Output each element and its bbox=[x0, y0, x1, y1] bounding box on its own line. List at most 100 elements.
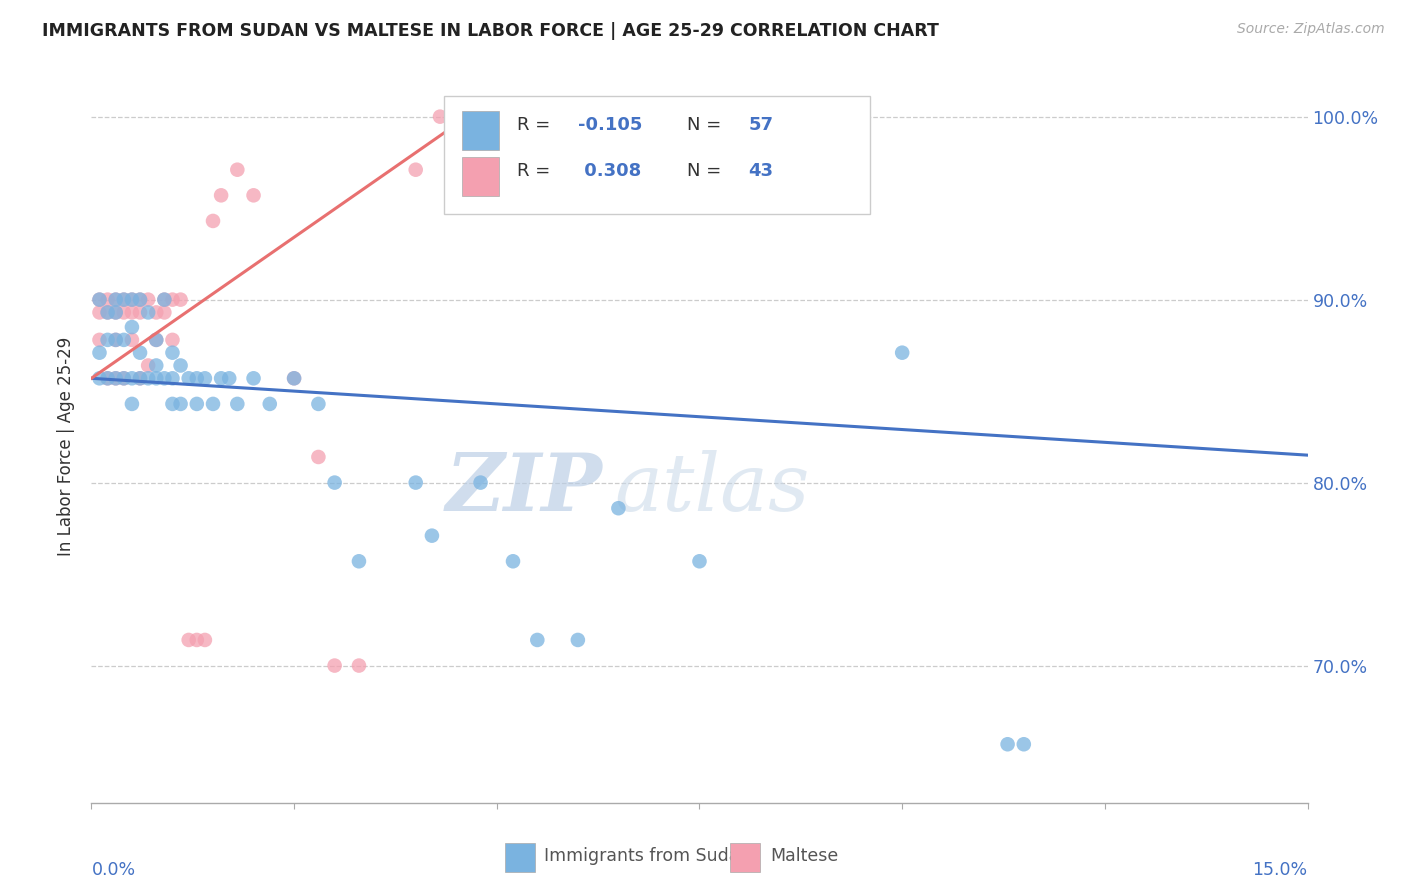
Point bbox=[104, 333, 127, 347]
Point bbox=[194, 632, 217, 647]
Text: ZIP: ZIP bbox=[446, 450, 602, 527]
Point bbox=[242, 188, 264, 202]
Text: -0.105: -0.105 bbox=[578, 116, 643, 134]
Point bbox=[112, 293, 135, 307]
Point bbox=[97, 305, 120, 319]
Point bbox=[470, 162, 492, 177]
Point bbox=[89, 293, 111, 307]
Point bbox=[129, 293, 152, 307]
Point bbox=[997, 737, 1019, 751]
Point bbox=[153, 305, 176, 319]
Point bbox=[283, 371, 305, 385]
Point bbox=[136, 293, 159, 307]
Point bbox=[323, 658, 346, 673]
Point bbox=[153, 293, 176, 307]
Point bbox=[112, 371, 135, 385]
Point bbox=[97, 333, 120, 347]
Point bbox=[162, 293, 184, 307]
FancyBboxPatch shape bbox=[444, 96, 870, 214]
Point bbox=[104, 293, 127, 307]
Point bbox=[153, 293, 176, 307]
Point bbox=[405, 475, 427, 490]
Text: 0.0%: 0.0% bbox=[91, 862, 135, 880]
Point bbox=[136, 305, 159, 319]
Point bbox=[162, 345, 184, 359]
Point bbox=[145, 305, 167, 319]
Point bbox=[89, 305, 111, 319]
Point bbox=[177, 632, 200, 647]
Point bbox=[420, 529, 443, 543]
Text: 43: 43 bbox=[748, 162, 773, 180]
Point bbox=[470, 475, 492, 490]
Point bbox=[129, 345, 152, 359]
Point bbox=[202, 397, 225, 411]
Point bbox=[129, 371, 152, 385]
Point bbox=[202, 214, 225, 228]
Point bbox=[112, 293, 135, 307]
Point bbox=[347, 554, 370, 568]
Point bbox=[89, 293, 111, 307]
Point bbox=[145, 371, 167, 385]
Point bbox=[323, 475, 346, 490]
Point bbox=[169, 359, 191, 373]
Point bbox=[307, 450, 329, 464]
Point bbox=[104, 371, 127, 385]
Point bbox=[226, 397, 249, 411]
Point bbox=[112, 371, 135, 385]
Point bbox=[112, 333, 135, 347]
Point bbox=[121, 333, 143, 347]
Text: atlas: atlas bbox=[614, 450, 810, 527]
Point bbox=[112, 305, 135, 319]
Point bbox=[129, 293, 152, 307]
Point bbox=[89, 333, 111, 347]
Bar bbox=[505, 844, 536, 872]
Point bbox=[567, 632, 589, 647]
Point bbox=[129, 371, 152, 385]
Point bbox=[226, 162, 249, 177]
Point bbox=[121, 305, 143, 319]
Point bbox=[104, 371, 127, 385]
Point bbox=[169, 397, 191, 411]
Point bbox=[307, 397, 329, 411]
Point bbox=[405, 162, 427, 177]
Point bbox=[186, 632, 208, 647]
Point bbox=[526, 632, 548, 647]
Point bbox=[186, 371, 208, 385]
Point bbox=[162, 397, 184, 411]
Bar bbox=[463, 111, 499, 150]
Point bbox=[218, 371, 240, 385]
Point bbox=[121, 397, 143, 411]
Point bbox=[470, 110, 492, 124]
Point bbox=[502, 554, 524, 568]
Point bbox=[121, 371, 143, 385]
Point bbox=[145, 359, 167, 373]
Point bbox=[129, 305, 152, 319]
Text: 0.308: 0.308 bbox=[578, 162, 641, 180]
Point bbox=[153, 371, 176, 385]
Text: IMMIGRANTS FROM SUDAN VS MALTESE IN LABOR FORCE | AGE 25-29 CORRELATION CHART: IMMIGRANTS FROM SUDAN VS MALTESE IN LABO… bbox=[42, 22, 939, 40]
Point bbox=[104, 305, 127, 319]
Bar bbox=[730, 844, 761, 872]
Point bbox=[121, 293, 143, 307]
Point bbox=[136, 371, 159, 385]
Point bbox=[209, 371, 232, 385]
Point bbox=[162, 371, 184, 385]
Text: Source: ZipAtlas.com: Source: ZipAtlas.com bbox=[1237, 22, 1385, 37]
Point bbox=[89, 345, 111, 359]
Point bbox=[104, 333, 127, 347]
Point bbox=[145, 333, 167, 347]
Point bbox=[177, 371, 200, 385]
Point bbox=[145, 333, 167, 347]
Text: N =: N = bbox=[688, 162, 727, 180]
Point bbox=[97, 305, 120, 319]
Text: Maltese: Maltese bbox=[770, 847, 838, 865]
Point bbox=[162, 333, 184, 347]
Point bbox=[121, 320, 143, 334]
Point bbox=[891, 345, 914, 359]
Point bbox=[121, 293, 143, 307]
Point bbox=[97, 371, 120, 385]
Text: Immigrants from Sudan: Immigrants from Sudan bbox=[544, 847, 751, 865]
Text: 57: 57 bbox=[748, 116, 773, 134]
Point bbox=[259, 397, 281, 411]
Point bbox=[1012, 737, 1035, 751]
